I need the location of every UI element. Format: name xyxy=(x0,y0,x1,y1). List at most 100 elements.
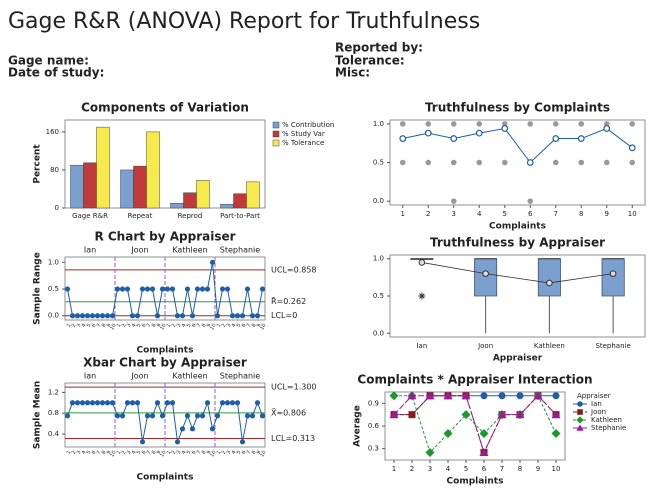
point xyxy=(129,313,136,319)
x-tick-label: 5 xyxy=(186,323,193,329)
x-tick-label: 1 xyxy=(166,323,173,329)
mean-line xyxy=(421,262,614,284)
point xyxy=(89,313,96,319)
x-tick-label: 1 xyxy=(66,450,73,456)
x-tick-label: 10 xyxy=(209,323,217,332)
group-label: Ian xyxy=(84,372,96,381)
point xyxy=(94,313,101,319)
observation xyxy=(578,159,585,166)
point xyxy=(94,400,101,406)
x-tick-label: Repeat xyxy=(128,212,153,220)
point xyxy=(209,426,216,432)
observation xyxy=(578,121,585,127)
x-tick-label: 4 xyxy=(231,450,238,456)
x-tick-label: 2 xyxy=(171,323,178,329)
observation xyxy=(450,159,457,166)
x-tick-label: Reprod xyxy=(178,212,203,220)
x-tick-label: 5 xyxy=(186,450,193,456)
y-tick-label: 0.0 xyxy=(48,312,59,320)
observation xyxy=(476,159,483,166)
y-tick-label: 80 xyxy=(50,166,59,174)
marker xyxy=(552,392,560,400)
point xyxy=(184,413,191,419)
group-label: Stephanie xyxy=(220,246,260,255)
point xyxy=(184,286,191,292)
point xyxy=(144,286,151,292)
x-tick-label: 9 xyxy=(605,210,609,218)
x-axis-label: Appraiser xyxy=(493,354,543,364)
mean-marker xyxy=(482,270,489,277)
legend-label: % Study Var xyxy=(282,130,325,138)
legend-marker xyxy=(576,416,584,424)
legend-label: Stephanie xyxy=(591,424,626,432)
point xyxy=(74,313,81,319)
observation xyxy=(501,159,508,166)
x-tick-label: 7 xyxy=(96,450,103,456)
marker xyxy=(479,429,489,439)
x-tick-label: 9 xyxy=(536,465,540,473)
marker xyxy=(389,410,399,419)
x-tick-label: 5 xyxy=(464,465,468,473)
x-tick-label: Stephanie xyxy=(595,342,630,350)
legend-label: Joon xyxy=(590,408,606,416)
point xyxy=(254,400,261,406)
point xyxy=(174,313,181,319)
group-label: Kathleen xyxy=(172,246,207,255)
x-tick-label: 7 xyxy=(196,450,203,456)
legend-label: % Tolerance xyxy=(282,139,324,147)
point xyxy=(109,313,116,319)
x-tick-label: 2 xyxy=(426,210,430,218)
point xyxy=(239,439,246,445)
x-tick-label: 10 xyxy=(628,210,637,218)
observation xyxy=(603,121,610,127)
observation xyxy=(425,159,432,166)
marker xyxy=(497,410,507,419)
box xyxy=(474,258,498,297)
point xyxy=(204,400,211,406)
x-tick-label: 6 xyxy=(91,323,98,329)
x-tick-label: 4 xyxy=(477,210,482,218)
legend-label: % Contribution xyxy=(282,121,334,129)
y-axis-label: Percent xyxy=(33,144,43,184)
mean-marker xyxy=(609,270,617,277)
box xyxy=(537,258,561,297)
chart-title: R Chart by Appraiser xyxy=(94,230,235,244)
point xyxy=(114,413,121,419)
group-label: Kathleen xyxy=(172,372,207,381)
y-axis-label: Sample Mean xyxy=(33,381,43,449)
x-tick-label: 1 xyxy=(166,450,173,456)
x-tick-label: 10 xyxy=(109,450,117,459)
bar xyxy=(133,165,147,209)
marker xyxy=(443,429,453,439)
point xyxy=(179,426,186,432)
marker xyxy=(461,391,471,400)
point xyxy=(109,400,116,406)
mean-marker xyxy=(628,144,636,152)
x-tick-label: 6 xyxy=(191,323,198,329)
marker xyxy=(516,392,524,400)
point xyxy=(64,286,71,292)
point xyxy=(134,400,141,406)
x-tick-label: 4 xyxy=(446,465,451,473)
point xyxy=(84,400,91,406)
x-tick-label: 8 xyxy=(251,323,258,329)
mean-marker xyxy=(399,135,407,142)
legend-label: Ian xyxy=(591,400,602,408)
series-line xyxy=(393,395,557,454)
misc: Misc: xyxy=(335,66,370,80)
mean-marker xyxy=(577,135,585,142)
point xyxy=(104,400,111,406)
y-tick-label: 0.6 xyxy=(368,422,380,430)
x-tick-label: 8 xyxy=(101,323,108,329)
y-tick-label: 0.0 xyxy=(373,197,384,205)
point xyxy=(114,286,121,292)
marker xyxy=(389,391,399,401)
point xyxy=(229,313,236,319)
point xyxy=(259,286,266,292)
observation xyxy=(629,159,636,166)
marker xyxy=(407,391,417,400)
x-tick-label: 4 xyxy=(131,450,138,456)
mean-marker xyxy=(450,135,458,142)
point xyxy=(189,313,196,319)
point xyxy=(84,313,91,319)
